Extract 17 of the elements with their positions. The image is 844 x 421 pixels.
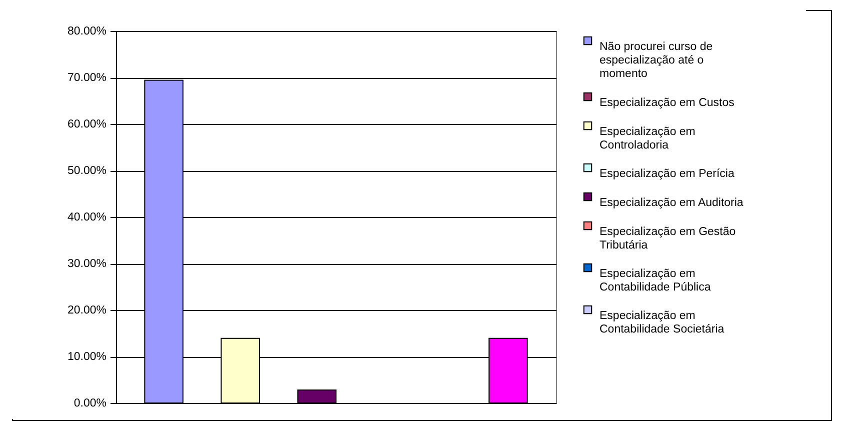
y-tick-label: 70.00% xyxy=(67,72,106,84)
legend-label: Especialização em Controladoria xyxy=(600,126,696,152)
legend-label: Especialização em Perícia xyxy=(600,168,735,180)
legend-label: Especialização em Auditoria xyxy=(600,196,744,209)
y-tick-label: 40.00% xyxy=(67,212,106,224)
y-tick-label: 80.00% xyxy=(67,26,106,38)
y-tick-label: 30.00% xyxy=(67,258,106,270)
y-tick-label: 10.00% xyxy=(67,351,106,363)
legend-label: Especialização em Gestão Tributária xyxy=(600,226,736,252)
legend-label: Especialização em Contabilidade Pública xyxy=(600,268,712,294)
y-tick-label: 50.00% xyxy=(67,165,106,177)
legend-label: Especialização em Custos xyxy=(600,96,735,109)
legend-label: Não procurei curso de especialização até o momento xyxy=(600,40,713,80)
y-tick-label: 20.00% xyxy=(67,304,106,316)
y-tick-label: 60.00% xyxy=(67,118,106,130)
y-tick-label: 0.00% xyxy=(74,398,106,410)
legend-label: Especialização em Contabilidade Societária xyxy=(600,310,725,336)
